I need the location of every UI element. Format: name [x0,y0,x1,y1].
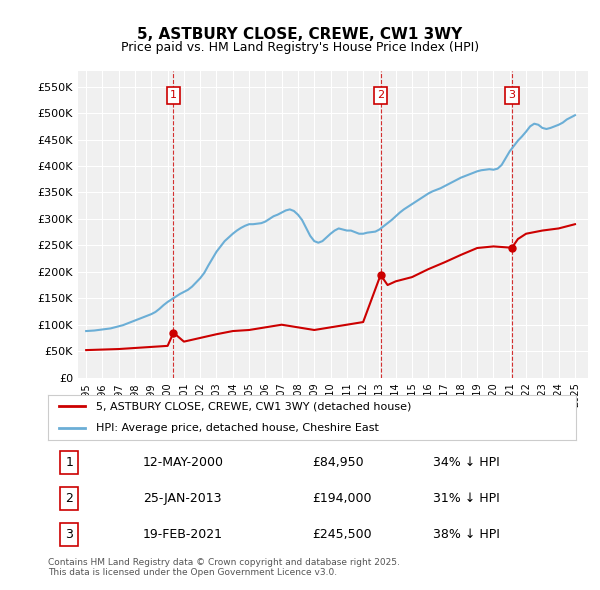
Text: 34% ↓ HPI: 34% ↓ HPI [433,455,500,468]
Text: Price paid vs. HM Land Registry's House Price Index (HPI): Price paid vs. HM Land Registry's House … [121,41,479,54]
Text: 3: 3 [508,90,515,100]
Text: £84,950: £84,950 [312,455,364,468]
Text: 12-MAY-2000: 12-MAY-2000 [143,455,224,468]
Text: 5, ASTBURY CLOSE, CREWE, CW1 3WY (detached house): 5, ASTBURY CLOSE, CREWE, CW1 3WY (detach… [95,401,411,411]
Text: 2: 2 [377,90,384,100]
Text: 5, ASTBURY CLOSE, CREWE, CW1 3WY: 5, ASTBURY CLOSE, CREWE, CW1 3WY [137,27,463,41]
Text: HPI: Average price, detached house, Cheshire East: HPI: Average price, detached house, Ches… [95,424,379,434]
Text: 2: 2 [65,491,73,504]
Text: 19-FEB-2021: 19-FEB-2021 [143,527,223,540]
Text: £245,500: £245,500 [312,527,371,540]
Text: £194,000: £194,000 [312,491,371,504]
Text: 38% ↓ HPI: 38% ↓ HPI [433,527,500,540]
Text: 1: 1 [170,90,177,100]
Text: 1: 1 [65,455,73,468]
Text: Contains HM Land Registry data © Crown copyright and database right 2025.
This d: Contains HM Land Registry data © Crown c… [48,558,400,577]
Text: 3: 3 [65,527,73,540]
Text: 25-JAN-2013: 25-JAN-2013 [143,491,221,504]
Text: 31% ↓ HPI: 31% ↓ HPI [433,491,500,504]
